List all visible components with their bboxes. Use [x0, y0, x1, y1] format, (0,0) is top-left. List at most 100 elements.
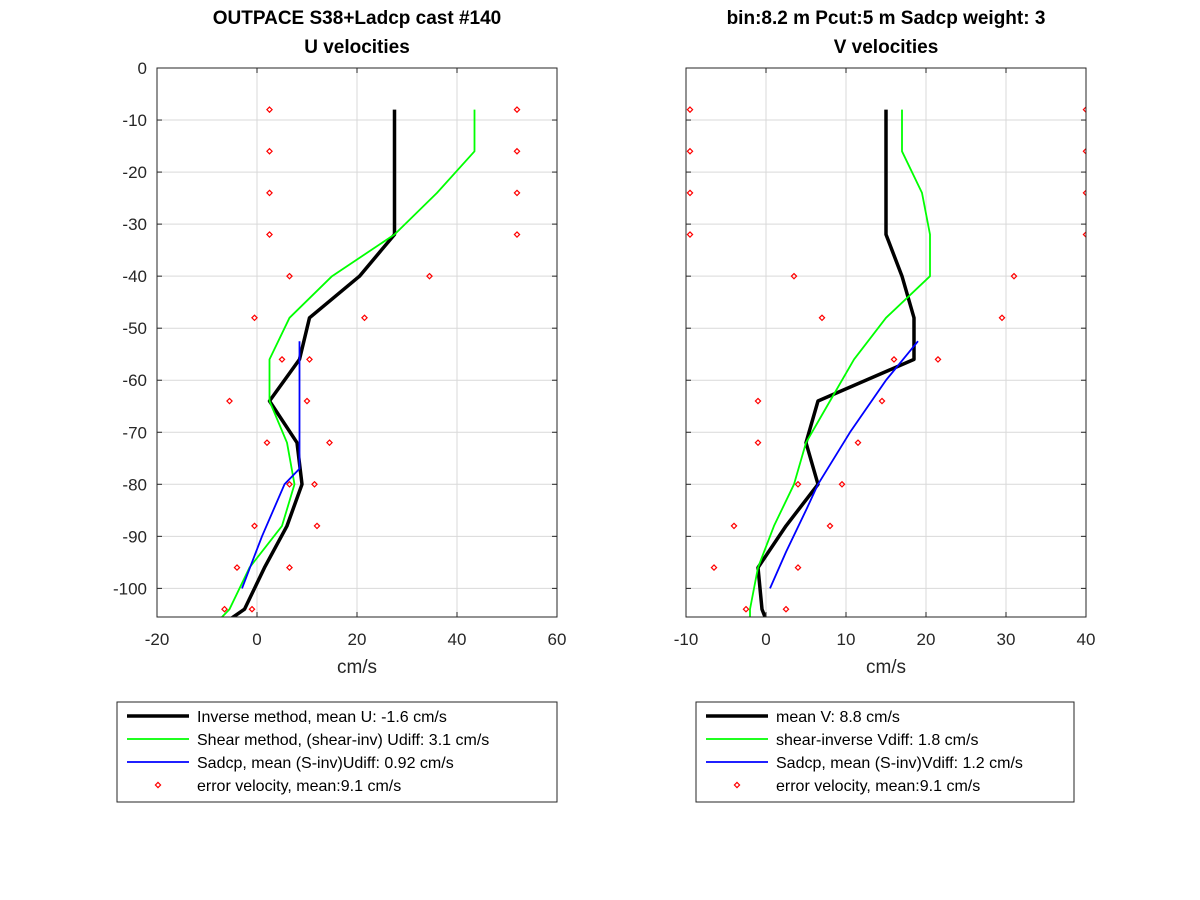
y-tick-label: -40 — [122, 267, 147, 286]
error-marker — [730, 522, 738, 530]
right-title-line2: V velocities — [834, 37, 939, 58]
sadcp-line — [769, 340, 919, 589]
error-marker — [426, 272, 433, 280]
x-tick-label: 0 — [252, 630, 261, 649]
error-marker — [286, 480, 293, 488]
y-tick-label: -100 — [113, 579, 147, 598]
x-tick-label: 60 — [548, 630, 567, 649]
shear-line — [749, 109, 931, 617]
right-title-line1: bin:8.2 m Pcut:5 m Sadcp weight: 3 — [727, 8, 1046, 29]
error-marker — [263, 439, 271, 447]
legend-entry-label: error velocity, mean:9.1 cm/s — [197, 778, 401, 795]
error-marker — [998, 314, 1006, 322]
v-legend: mean V: 8.8 cm/s shear-inverse Vdiff: 1.8… — [695, 701, 1075, 803]
error-marker — [286, 564, 293, 572]
x-axis-label: cm/s — [866, 657, 906, 678]
error-marker — [278, 355, 286, 363]
error-marker — [303, 397, 311, 405]
x-tick-label: 20 — [348, 630, 367, 649]
error-marker — [233, 564, 241, 572]
left-title-line2: U velocities — [304, 37, 410, 58]
left-title-line1: OUTPACE S38+Ladcp cast #140 — [213, 8, 501, 29]
legend-entry-label: Sadcp, mean (S-inv)Vdiff: 1.2 cm/s — [776, 755, 1023, 772]
error-marker — [513, 106, 521, 114]
error-marker — [326, 439, 333, 447]
legend-box — [116, 701, 558, 803]
legend-entry-label: shear-inverse Vdiff: 1.8 cm/s — [776, 732, 978, 749]
error-marker — [313, 522, 321, 530]
series-group — [686, 106, 1086, 617]
legend-entry-label: Shear method, (shear-inv) Udiff: 3.1 cm/… — [197, 732, 489, 749]
error-marker — [1082, 231, 1086, 238]
sadcp-line — [241, 341, 301, 589]
x-axis-label: cm/s — [337, 657, 377, 678]
error-marker — [251, 314, 258, 322]
y-tick-label: -80 — [122, 475, 147, 494]
error-marker — [818, 314, 826, 322]
y-tick-label: -70 — [122, 423, 147, 442]
error-marker — [266, 106, 273, 114]
error-marker — [513, 189, 521, 197]
u-velocity-plot: -20 0 20 40 60 0 -10 -20 -30 -40 -50 -60 -70 -80 -90 -1… — [113, 59, 566, 678]
error-marker — [266, 147, 273, 155]
error-marker — [854, 439, 862, 447]
error-marker — [251, 522, 258, 530]
y-tick-label: 0 — [138, 59, 147, 78]
y-tick-label: -60 — [122, 371, 147, 390]
error-marker — [782, 605, 790, 613]
error-marker — [286, 272, 293, 280]
legend-entry-label: Sadcp, mean (S-inv)Udiff: 0.92 cm/s — [197, 755, 454, 772]
x-tick-label: 30 — [997, 630, 1016, 649]
error-marker — [266, 231, 273, 238]
error-marker — [890, 355, 898, 363]
x-tick-label: -10 — [674, 630, 699, 649]
error-marker — [266, 189, 273, 197]
y-tick-label: -20 — [122, 163, 147, 182]
error-marker — [248, 605, 256, 613]
x-tick-label: 0 — [761, 630, 770, 649]
u-legend: Inverse method, mean U: -1.6 cm/s Shear m… — [116, 701, 558, 803]
x-tick-label: 10 — [837, 630, 856, 649]
error-marker — [226, 397, 233, 405]
error-marker — [686, 147, 694, 155]
error-marker — [742, 605, 750, 613]
inverse-line — [756, 109, 916, 617]
error-marker — [754, 397, 762, 405]
error-marker — [794, 480, 802, 488]
x-tick-label: 40 — [448, 630, 467, 649]
series-group — [220, 106, 521, 617]
error-marker — [754, 439, 762, 447]
error-marker — [686, 231, 694, 238]
legend-marker-icon — [154, 781, 162, 789]
legend-box — [695, 701, 1075, 803]
y-tick-label: -90 — [122, 527, 147, 546]
y-tick-label: -10 — [122, 111, 147, 130]
error-marker — [934, 355, 942, 363]
error-marker — [686, 189, 694, 197]
legend-marker-icon — [733, 781, 741, 789]
v-velocity-plot: -10 0 10 20 30 40 cm/s — [674, 67, 1096, 678]
error-marker — [513, 147, 521, 155]
error-marker — [1082, 189, 1086, 197]
legend-entry-label: error velocity, mean:9.1 cm/s — [776, 778, 980, 795]
error-marker — [306, 355, 313, 363]
x-tick-label: -20 — [145, 630, 170, 649]
error-marker — [826, 522, 834, 530]
y-tick-label: -50 — [122, 319, 147, 338]
y-tick-label: -30 — [122, 215, 147, 234]
legend-entry-label: Inverse method, mean U: -1.6 cm/s — [197, 709, 447, 726]
error-marker — [221, 605, 228, 613]
error-marker — [794, 564, 802, 572]
error-marker — [1082, 147, 1086, 155]
error-marker — [710, 564, 718, 572]
x-tick-label: 40 — [1077, 630, 1096, 649]
error-marker — [686, 106, 694, 114]
legend-entry-label: mean V: 8.8 cm/s — [776, 709, 900, 726]
x-tick-label: 20 — [917, 630, 936, 649]
shear-line — [220, 109, 476, 617]
error-marker — [790, 272, 798, 280]
inverse-line — [230, 109, 397, 617]
error-marker — [311, 480, 318, 488]
error-marker — [1010, 272, 1018, 280]
